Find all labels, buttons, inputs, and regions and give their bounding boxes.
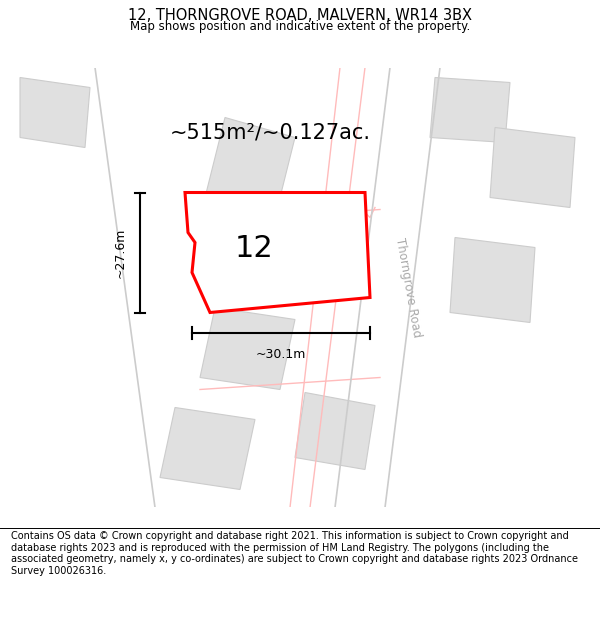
Polygon shape bbox=[450, 238, 535, 322]
Text: 12: 12 bbox=[234, 234, 273, 263]
Polygon shape bbox=[205, 118, 295, 218]
Text: ~30.1m: ~30.1m bbox=[256, 348, 306, 361]
Text: Contains OS data © Crown copyright and database right 2021. This information is : Contains OS data © Crown copyright and d… bbox=[11, 531, 578, 576]
Text: ~27.6m: ~27.6m bbox=[113, 228, 127, 278]
Text: ~515m²/~0.127ac.: ~515m²/~0.127ac. bbox=[170, 122, 371, 142]
Polygon shape bbox=[295, 392, 375, 469]
Polygon shape bbox=[185, 192, 370, 312]
Text: Map shows position and indicative extent of the property.: Map shows position and indicative extent… bbox=[130, 20, 470, 33]
Polygon shape bbox=[490, 127, 575, 208]
Polygon shape bbox=[20, 78, 90, 148]
Polygon shape bbox=[160, 408, 255, 489]
Text: Thorngrove Road: Thorngrove Road bbox=[393, 237, 423, 338]
Text: 12, THORNGROVE ROAD, MALVERN, WR14 3BX: 12, THORNGROVE ROAD, MALVERN, WR14 3BX bbox=[128, 8, 472, 22]
Polygon shape bbox=[430, 78, 510, 142]
Polygon shape bbox=[200, 308, 295, 389]
